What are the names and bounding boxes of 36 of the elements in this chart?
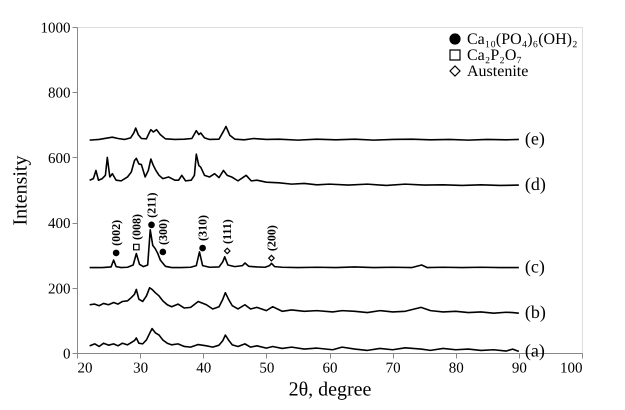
annotation: (211) <box>144 192 158 218</box>
line-series <box>88 287 520 314</box>
y-tick-label: 400 <box>48 216 70 232</box>
x-tick-label: 40 <box>196 360 212 376</box>
legend-label: Austenite <box>467 63 528 80</box>
line-series <box>88 126 520 141</box>
line-series <box>88 328 520 352</box>
annotation: (200) <box>264 225 278 252</box>
x-tick-label: 30 <box>133 360 148 376</box>
series-label: (b) <box>524 302 546 322</box>
y-axis-title: Intensity <box>10 156 32 226</box>
y-tick-label: 1000 <box>40 20 70 36</box>
annotation: (300) <box>156 218 170 245</box>
series-label: (c) <box>524 256 545 277</box>
x-tick-label: 100 <box>560 360 582 376</box>
y-tick-label: 600 <box>48 150 70 167</box>
annotation: (008) <box>129 214 144 240</box>
x-tick-label: 90 <box>512 360 527 376</box>
x-axis-title: 2θ, degree <box>288 378 372 400</box>
y-tick-label: 0 <box>63 346 70 362</box>
x-tick-label: 50 <box>259 360 274 376</box>
line-series <box>88 153 520 186</box>
series-label: (d) <box>524 174 546 194</box>
legend-label: Ca₁₀(PO₄)₆(OH)₂ <box>467 31 578 48</box>
x-tick-label: 60 <box>322 360 338 376</box>
x-tick-label: 80 <box>448 360 464 376</box>
x-tick-label: 70 <box>386 360 401 376</box>
annotation: (002) <box>109 220 124 246</box>
annotation: (310) <box>196 215 210 242</box>
annotation: (111) <box>220 219 234 244</box>
legend-label: Ca₂P₂O₇ <box>467 47 522 64</box>
series-label: (a) <box>524 340 545 360</box>
series-label: (e) <box>524 128 545 148</box>
x-tick-label: 20 <box>78 360 92 376</box>
y-tick-label: 800 <box>48 86 70 102</box>
y-tick-label: 200 <box>48 281 70 298</box>
